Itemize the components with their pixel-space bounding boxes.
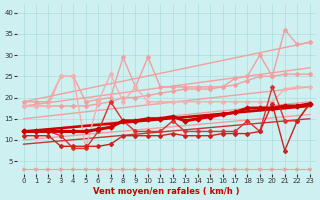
X-axis label: Vent moyen/en rafales ( km/h ): Vent moyen/en rafales ( km/h ) bbox=[93, 187, 240, 196]
